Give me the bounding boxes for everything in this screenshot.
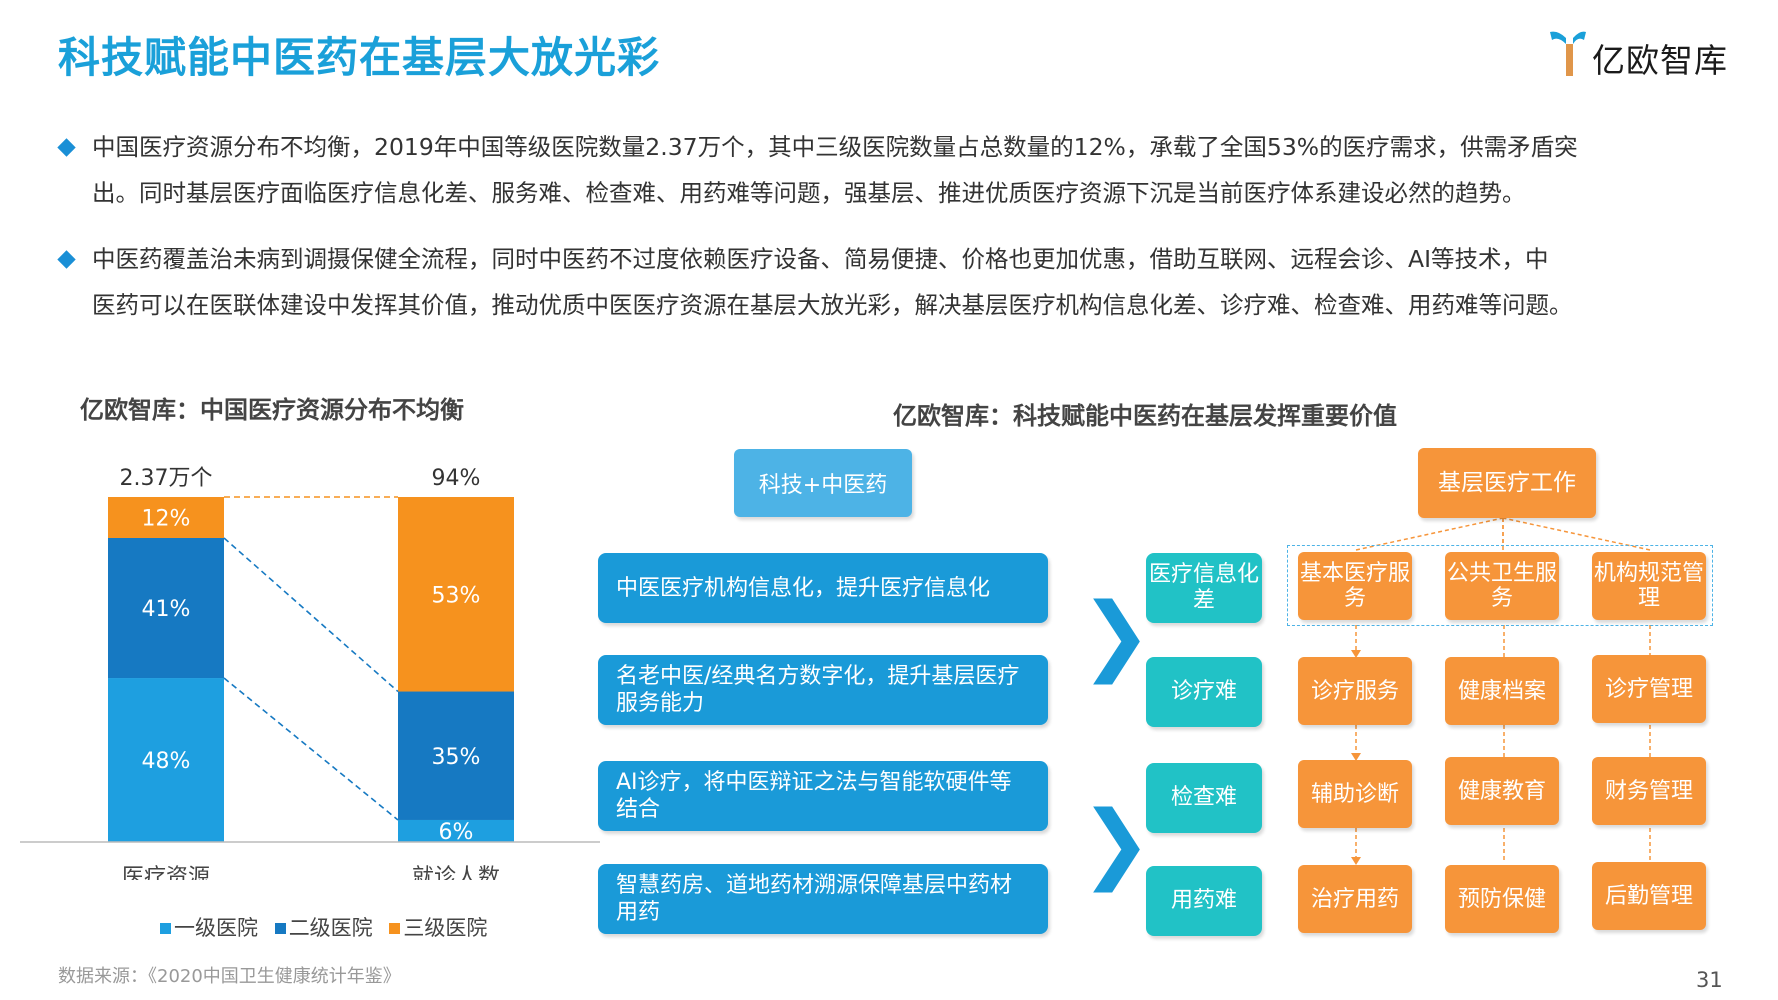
- work-item: 诊疗管理: [1592, 655, 1706, 723]
- legend-label: 三级医院: [403, 916, 488, 940]
- primary-care-header: 基层医疗工作: [1418, 448, 1596, 518]
- problem-item: 诊疗难: [1146, 657, 1262, 727]
- bullet-line: 中国医疗资源分布不均衡，2019年中国等级医院数量2.37万个，其中三级医院数量…: [92, 133, 1578, 161]
- work-item: 治疗用药: [1298, 865, 1412, 933]
- tech-item: 名老中医/经典名方数字化，提升基层医疗服务能力: [598, 655, 1048, 725]
- bar-total-label: 2.37万个: [120, 466, 213, 491]
- chevron-right-icon: ❯: [1080, 793, 1153, 893]
- logo-mark-icon: [1550, 31, 1586, 77]
- page-title: 科技赋能中医药在基层大放光彩: [58, 33, 661, 82]
- problem-item: 用药难: [1146, 866, 1262, 936]
- work-item: 后勤管理: [1592, 862, 1706, 930]
- bullet-line: 医药可以在医联体建设中发挥其价值，推动优质中医医疗资源在基层大放光彩，解决基层医…: [92, 291, 1573, 319]
- legend-label: 一级医院: [174, 916, 258, 940]
- service-heads-frame: [1287, 545, 1713, 626]
- bar-segment: [398, 497, 514, 692]
- tech-tcm-header: 科技+中医药: [734, 449, 912, 517]
- bar-total-label: 94%: [432, 466, 481, 491]
- work-col-head: 机构规范管理: [1592, 552, 1706, 620]
- diagram-connectors: [1351, 517, 1651, 865]
- legend-item: 一级医院: [160, 916, 258, 940]
- legend-item: 三级医院: [389, 916, 487, 940]
- work-item: 健康档案: [1445, 657, 1559, 725]
- legend-label: 二级医院: [288, 916, 373, 940]
- category-label: 就诊人数: [412, 865, 500, 880]
- chart-legend: 一级医院 二级医院 三级医院: [160, 912, 497, 942]
- bullet-line: 中医药覆盖治未病到调摄保健全流程，同时中医药不过度依赖医疗设备、简易便捷、价格也…: [92, 245, 1549, 273]
- data-source: 数据来源：《2020中国卫生健康统计年鉴》: [58, 966, 401, 987]
- bullet-line: 出。同时基层医疗面临医疗信息化差、服务难、检查难、用药难等问题，强基层、推进优质…: [92, 179, 1526, 207]
- bar-segment: [398, 691, 514, 820]
- chevron-right-icon: ❯: [1080, 585, 1153, 685]
- bar-segment: [108, 678, 224, 842]
- bar-segment: [398, 819, 514, 842]
- connector-line: [223, 537, 399, 693]
- connector-line: [223, 677, 399, 821]
- legend-swatch: [274, 923, 286, 934]
- tech-item: AI诊疗，将中医辩证之法与智能软硬件等结合: [598, 761, 1048, 831]
- problem-item: 医疗信息化差: [1146, 553, 1262, 623]
- work-item: 预防保健: [1445, 865, 1559, 933]
- data-label: 48%: [142, 749, 191, 774]
- diagram-section-title: 亿欧智库：科技赋能中医药在基层发挥重要价值: [893, 402, 1397, 430]
- data-label: 12%: [142, 506, 191, 531]
- bullet-paragraph-1: 中国医疗资源分布不均衡，2019年中国等级医院数量2.37万个，其中三级医院数量…: [57, 124, 1730, 216]
- tech-item: 智慧药房、道地药材溯源保障基层中药材用药: [598, 864, 1048, 934]
- logo: 亿欧智库: [1548, 26, 1738, 82]
- work-item: 财务管理: [1592, 757, 1706, 825]
- page-number: 31: [1696, 968, 1723, 992]
- work-item: 健康教育: [1445, 757, 1559, 825]
- data-label: 6%: [439, 820, 474, 845]
- work-col-head: 公共卫生服务: [1445, 552, 1559, 620]
- logo-text: 亿欧智库: [1592, 41, 1728, 80]
- data-label: 53%: [432, 583, 481, 608]
- legend-item: 二级医院: [274, 916, 373, 940]
- bullet-diamond-icon: [57, 250, 76, 269]
- work-item: 诊疗服务: [1298, 657, 1412, 725]
- chart-section-title: 亿欧智库：中国医疗资源分布不均衡: [80, 396, 464, 424]
- category-label: 医疗资源: [122, 865, 210, 880]
- legend-swatch: [389, 923, 401, 934]
- data-label: 35%: [432, 745, 481, 770]
- bullet-diamond-icon: [57, 138, 76, 157]
- problem-item: 检查难: [1146, 763, 1262, 833]
- bar-segment: [108, 497, 224, 538]
- bar-segment: [108, 537, 224, 679]
- work-col-head: 基本医疗服务: [1298, 552, 1412, 620]
- data-label: 41%: [142, 597, 191, 622]
- bullet-paragraph-2: 中医药覆盖治未病到调摄保健全流程，同时中医药不过度依赖医疗设备、简易便捷、价格也…: [57, 236, 1730, 328]
- legend-swatch: [160, 923, 171, 934]
- work-item: 辅助诊断: [1298, 760, 1412, 828]
- tech-item: 中医医疗机构信息化，提升医疗信息化: [598, 553, 1048, 623]
